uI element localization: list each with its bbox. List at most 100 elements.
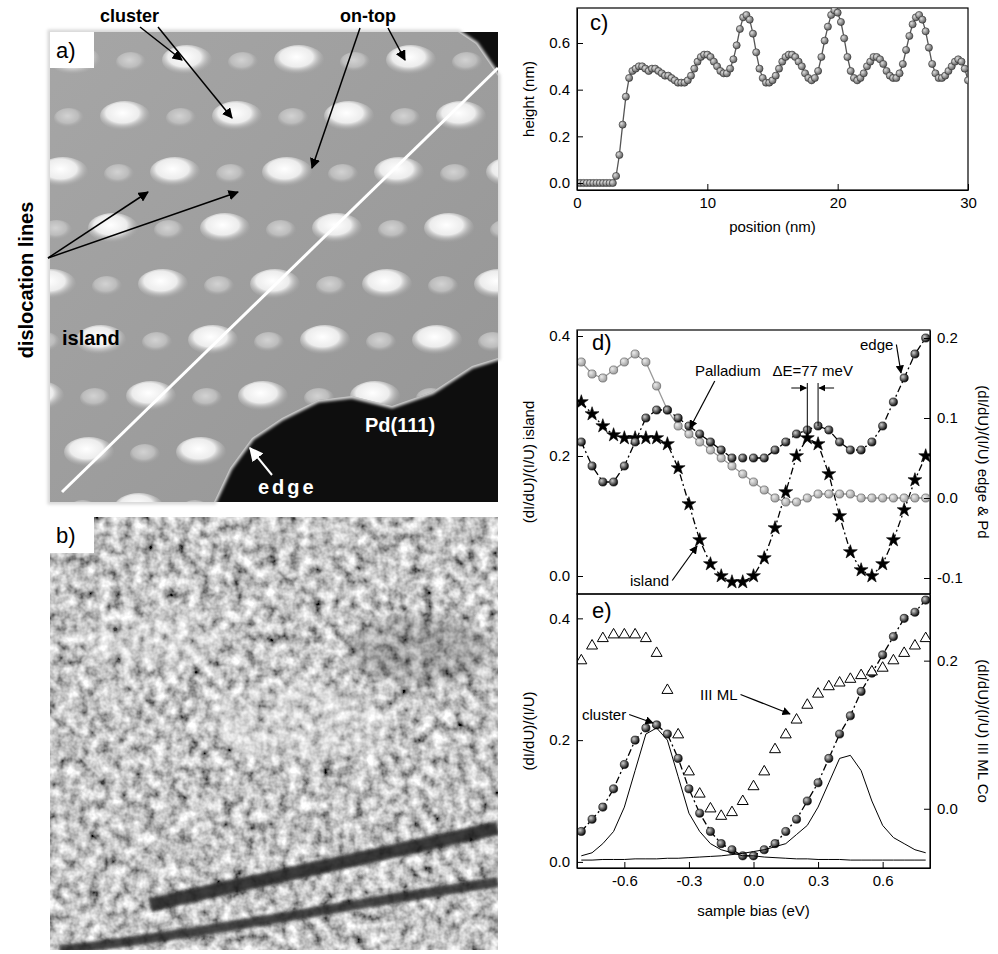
marker (900, 614, 908, 622)
cluster-site (312, 213, 362, 243)
tick: 0.3 (808, 862, 829, 889)
marker (802, 699, 813, 708)
cluster-site (462, 381, 512, 411)
marker (909, 640, 920, 649)
on-top-site (242, 444, 272, 464)
tick: 0.4 (549, 327, 583, 344)
marker (834, 677, 845, 686)
marker (653, 382, 661, 390)
arrow (388, 28, 405, 60)
marker (725, 575, 739, 588)
on-top-site (726, 108, 756, 128)
tick: -0.3 (676, 862, 702, 889)
tick-label: 0.4 (549, 327, 570, 344)
texts: c)height (nm)position (nm) (520, 10, 816, 235)
marker (845, 673, 856, 682)
marker (691, 65, 698, 72)
tick-label: 0.3 (808, 872, 829, 889)
tick-label: 0.2 (937, 329, 958, 346)
on-top-site (702, 332, 732, 352)
annotation: dislocation lines (15, 202, 37, 359)
tick-mark (577, 43, 583, 44)
marker (739, 454, 747, 462)
marker (772, 72, 779, 79)
marker (899, 647, 910, 656)
on-top-site (614, 108, 644, 128)
marker (693, 533, 707, 546)
marker (674, 422, 682, 430)
marker (825, 754, 833, 762)
marker (896, 70, 903, 77)
marker (640, 632, 651, 641)
tick-label: 30 (960, 194, 977, 211)
marker (619, 121, 626, 128)
marker (836, 730, 844, 738)
cluster-site (424, 213, 474, 243)
tick-mark (577, 618, 583, 619)
axis-title: sample bias (eV) (697, 902, 810, 919)
on-top-site (378, 220, 408, 240)
on-top-site (390, 108, 420, 128)
cluster-site (238, 381, 288, 411)
arrow (690, 381, 715, 428)
marker (857, 687, 865, 695)
marker (868, 438, 876, 446)
cluster-site (150, 157, 200, 187)
panel-letter: d) (592, 330, 612, 355)
tick: -0.6 (612, 862, 638, 889)
marker (588, 462, 596, 470)
island-edge-glow (50, 32, 498, 502)
marker (798, 63, 805, 70)
on-top-site (228, 52, 258, 72)
marker (642, 358, 650, 366)
on-top-site (0, 164, 22, 184)
panel-letter: a) (56, 38, 76, 63)
arrow (48, 192, 238, 258)
marker (696, 430, 704, 438)
tick-mark (577, 136, 583, 137)
cluster-site (586, 269, 636, 299)
marker (782, 827, 790, 835)
on-top-site (428, 276, 458, 296)
marker (746, 16, 753, 23)
axis-y: 0.00.20.40.6 (549, 9, 583, 192)
tick: 0.4 (549, 610, 583, 627)
texts: e)(dI/dU)/(I/U)(dI/dU)/(I/U) III ML Cosa… (520, 598, 992, 919)
marker (775, 65, 782, 72)
marker (749, 30, 756, 37)
series-line (577, 10, 968, 183)
marker (792, 815, 800, 823)
tick-label: 0.2 (937, 652, 958, 669)
arrow (158, 27, 232, 118)
on-top-site (652, 276, 682, 296)
marker (577, 395, 588, 408)
bright-patch (210, 680, 390, 760)
axis-y: 0.00.20.4 (549, 595, 583, 871)
marker (888, 654, 899, 663)
marker (651, 647, 662, 656)
on-top-site (18, 444, 48, 464)
tick-label: -0.3 (676, 872, 702, 889)
marker (823, 680, 834, 689)
tick-label: 0.0 (549, 853, 570, 870)
marker (607, 428, 621, 441)
marker (821, 37, 828, 44)
marker (727, 65, 734, 72)
tick-label: 0.1 (937, 409, 958, 426)
marker (857, 494, 865, 502)
marker (609, 179, 616, 186)
marker (961, 65, 968, 72)
marker (903, 46, 910, 53)
plot-frame (577, 8, 968, 190)
marker (815, 67, 822, 74)
marker (803, 797, 811, 805)
marker (919, 16, 926, 23)
on-top-site (340, 52, 370, 72)
marker (599, 374, 607, 382)
marker (610, 366, 618, 374)
tick: 0.0 (549, 853, 583, 870)
tick: 0.0 (924, 800, 958, 817)
marker (613, 172, 620, 179)
marker (846, 712, 854, 720)
plot-frame (577, 594, 930, 868)
